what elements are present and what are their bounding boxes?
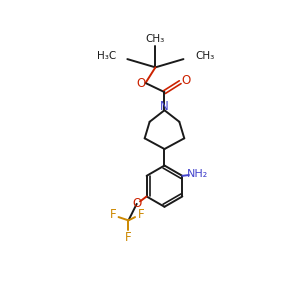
Text: O: O bbox=[181, 74, 190, 87]
Text: O: O bbox=[136, 77, 145, 90]
Text: F: F bbox=[137, 208, 144, 221]
Text: F: F bbox=[110, 208, 116, 221]
Text: F: F bbox=[125, 231, 132, 244]
Text: N: N bbox=[160, 100, 169, 112]
Text: CH₃: CH₃ bbox=[195, 51, 214, 61]
Text: CH₃: CH₃ bbox=[146, 34, 165, 44]
Text: NH₂: NH₂ bbox=[187, 169, 208, 179]
Text: O: O bbox=[132, 197, 141, 210]
Text: H₃C: H₃C bbox=[97, 51, 116, 61]
